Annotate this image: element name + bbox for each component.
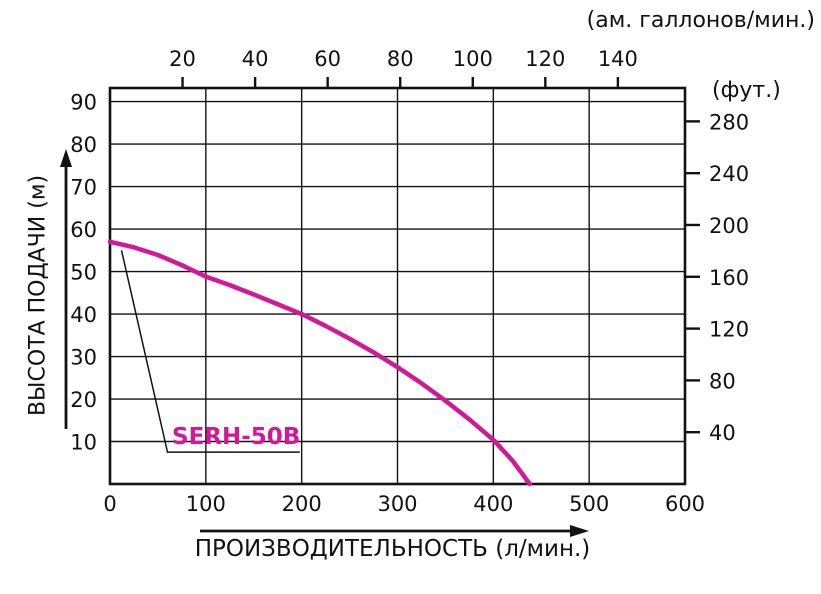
pump-curve bbox=[107, 239, 532, 487]
left-tick-label: 10 bbox=[70, 431, 97, 455]
bottom-axis-title: ПРОИЗВОДИТЕЛЬНОСТЬ (л/мин.) bbox=[194, 536, 591, 562]
left-tick-label: 80 bbox=[70, 133, 97, 157]
right-tick-label: 240 bbox=[709, 162, 749, 186]
left-tick-label: 60 bbox=[70, 218, 97, 242]
left-axis-title: ВЫСОТА ПОДАЧИ (м) bbox=[25, 174, 51, 417]
right-tick-label: 160 bbox=[709, 266, 749, 290]
series-name-label: SERH-50B bbox=[172, 424, 301, 450]
left-tick-label: 50 bbox=[70, 261, 97, 285]
left-axis-ticks: 90 80 70 60 50 40 30 20 10 bbox=[70, 91, 97, 455]
left-tick-label: 20 bbox=[70, 388, 97, 412]
top-tick-label: 140 bbox=[598, 47, 638, 71]
top-tick-label: 40 bbox=[242, 47, 269, 71]
right-tick-label: 40 bbox=[709, 421, 736, 445]
left-tick-label: 70 bbox=[70, 176, 97, 200]
right-tick-label: 280 bbox=[709, 110, 749, 134]
grid-lines bbox=[110, 88, 685, 484]
bottom-tick-label: 300 bbox=[377, 492, 417, 516]
top-tick-label: 60 bbox=[314, 47, 341, 71]
bottom-tick-label: 500 bbox=[569, 492, 609, 516]
bottom-tick-label: 0 bbox=[103, 492, 116, 516]
left-tick-label: 40 bbox=[70, 303, 97, 327]
bottom-tick-label: 400 bbox=[473, 492, 513, 516]
top-axis-unit-label: (ам. галлонов/мин.) bbox=[586, 8, 815, 33]
head-axis-arrowhead bbox=[60, 149, 72, 167]
right-tick-label: 120 bbox=[709, 318, 749, 342]
bottom-tick-label: 100 bbox=[186, 492, 226, 516]
capacity-axis-arrowhead bbox=[570, 525, 589, 537]
right-tick-label: 80 bbox=[709, 369, 736, 393]
left-tick-label: 90 bbox=[70, 91, 97, 115]
top-tick-label: 80 bbox=[387, 47, 414, 71]
top-tick-label: 100 bbox=[453, 47, 493, 71]
top-tick-label: 120 bbox=[525, 47, 565, 71]
axis-arrows bbox=[60, 149, 589, 537]
plot-border bbox=[108, 86, 687, 486]
left-tick-label: 30 bbox=[70, 346, 97, 370]
bottom-tick-label: 200 bbox=[282, 492, 322, 516]
bottom-axis-ticks: 0 100 200 300 400 500 600 bbox=[103, 492, 705, 516]
bottom-tick-label: 600 bbox=[665, 492, 705, 516]
right-axis-ticks: 280 240 200 160 120 80 40 bbox=[686, 110, 749, 445]
right-axis-unit-label: (фут.) bbox=[712, 78, 781, 103]
top-axis-ticks: 20 40 60 80 100 120 140 bbox=[169, 47, 638, 87]
right-tick-label: 200 bbox=[709, 214, 749, 238]
top-tick-label: 20 bbox=[169, 47, 196, 71]
series-label-leader-line bbox=[120, 250, 300, 453]
